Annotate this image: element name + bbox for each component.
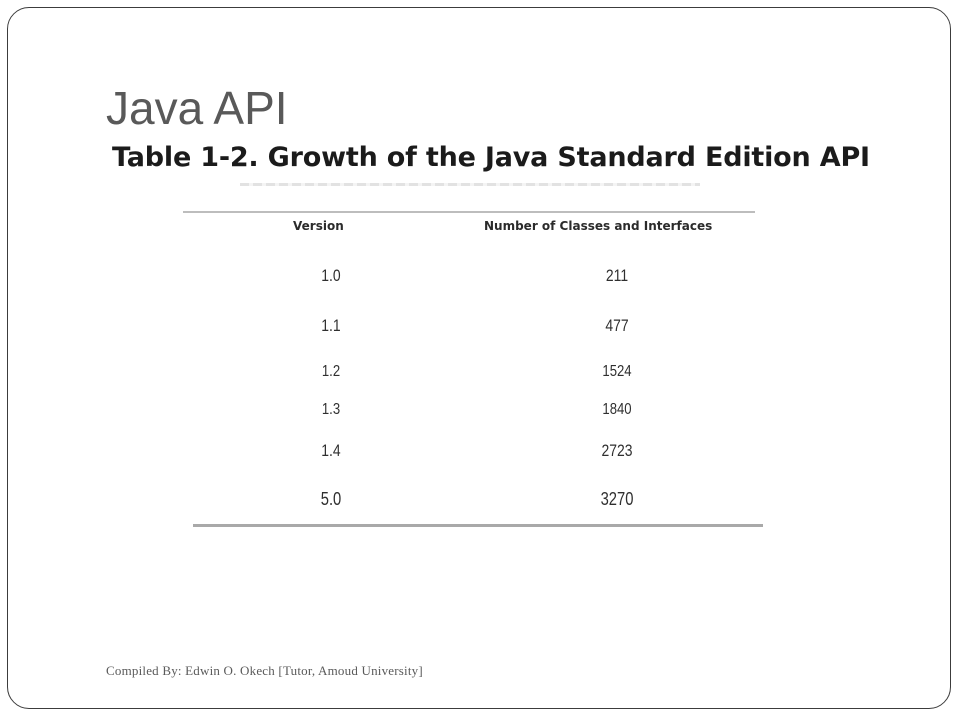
cell-class-count: 3270 [600,489,634,509]
table-bottom-rule [193,524,763,527]
slide-footer: Compiled By: Edwin O. Okech [Tutor, Amou… [106,663,423,678]
cell-class-count: 2723 [601,441,633,460]
table-row: 5.0 3270 [183,489,763,515]
cell-version: 1.1 [321,316,341,335]
table-row: 1.1 477 [183,316,763,342]
table-caption: Table 1-2. Growth of the Java Standard E… [112,142,870,173]
cell-version: 1.4 [321,441,341,460]
cell-version: 1.3 [321,401,341,418]
api-growth-table: Version Number of Classes and Interfaces… [183,211,763,527]
table-row: 1.4 2723 [183,441,763,467]
cell-version: 5.0 [320,489,342,509]
cell-version: 1.0 [321,266,341,285]
cell-class-count: 1840 [602,401,632,418]
cell-class-count: 1524 [602,363,632,380]
caption-divider [240,183,700,186]
cell-class-count: 211 [605,266,629,285]
table-header-row: Version Number of Classes and Interfaces [183,213,763,237]
slide-frame [7,7,951,709]
header-class-count: Number of Classes and Interfaces [484,219,713,233]
table-top-rule [183,211,755,213]
table-row: 1.2 1524 [183,363,763,389]
table-row: 1.0 211 [183,266,763,292]
cell-version: 1.2 [321,363,341,380]
table-row: 1.3 1840 [183,401,763,427]
slide-title: Java API [106,82,288,134]
cell-class-count: 477 [605,316,629,335]
header-version: Version [293,219,344,233]
